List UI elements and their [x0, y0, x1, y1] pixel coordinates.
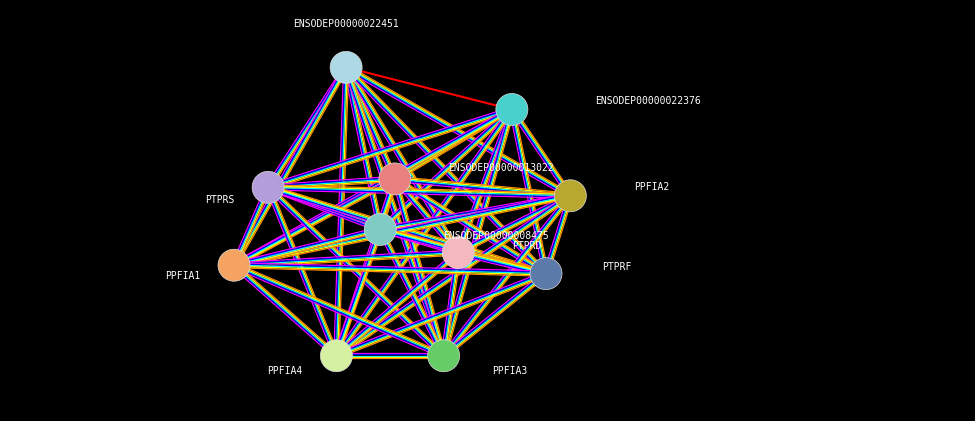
Text: ENSODEP00000013022: ENSODEP00000013022 — [448, 163, 554, 173]
Ellipse shape — [443, 237, 474, 269]
Ellipse shape — [253, 171, 284, 203]
Ellipse shape — [321, 340, 352, 372]
Text: PTPRS: PTPRS — [205, 195, 234, 205]
Ellipse shape — [428, 340, 459, 372]
Ellipse shape — [379, 163, 410, 195]
Ellipse shape — [331, 51, 362, 83]
Ellipse shape — [365, 213, 396, 245]
Text: PTPRF: PTPRF — [603, 262, 632, 272]
Text: PPFIA1: PPFIA1 — [165, 271, 200, 281]
Text: PTPRD: PTPRD — [512, 241, 541, 251]
Ellipse shape — [555, 180, 586, 212]
Ellipse shape — [530, 258, 562, 290]
Text: PPFIA3: PPFIA3 — [492, 366, 527, 376]
Text: ENSODEP00000022451: ENSODEP00000022451 — [293, 19, 399, 29]
Ellipse shape — [496, 93, 527, 125]
Text: ENSODEP00000022376: ENSODEP00000022376 — [595, 96, 700, 106]
Text: PPFIA2: PPFIA2 — [634, 182, 669, 192]
Text: PPFIA4: PPFIA4 — [267, 366, 302, 376]
Text: ENSODEP00000008475: ENSODEP00000008475 — [444, 231, 549, 241]
Ellipse shape — [218, 249, 250, 281]
